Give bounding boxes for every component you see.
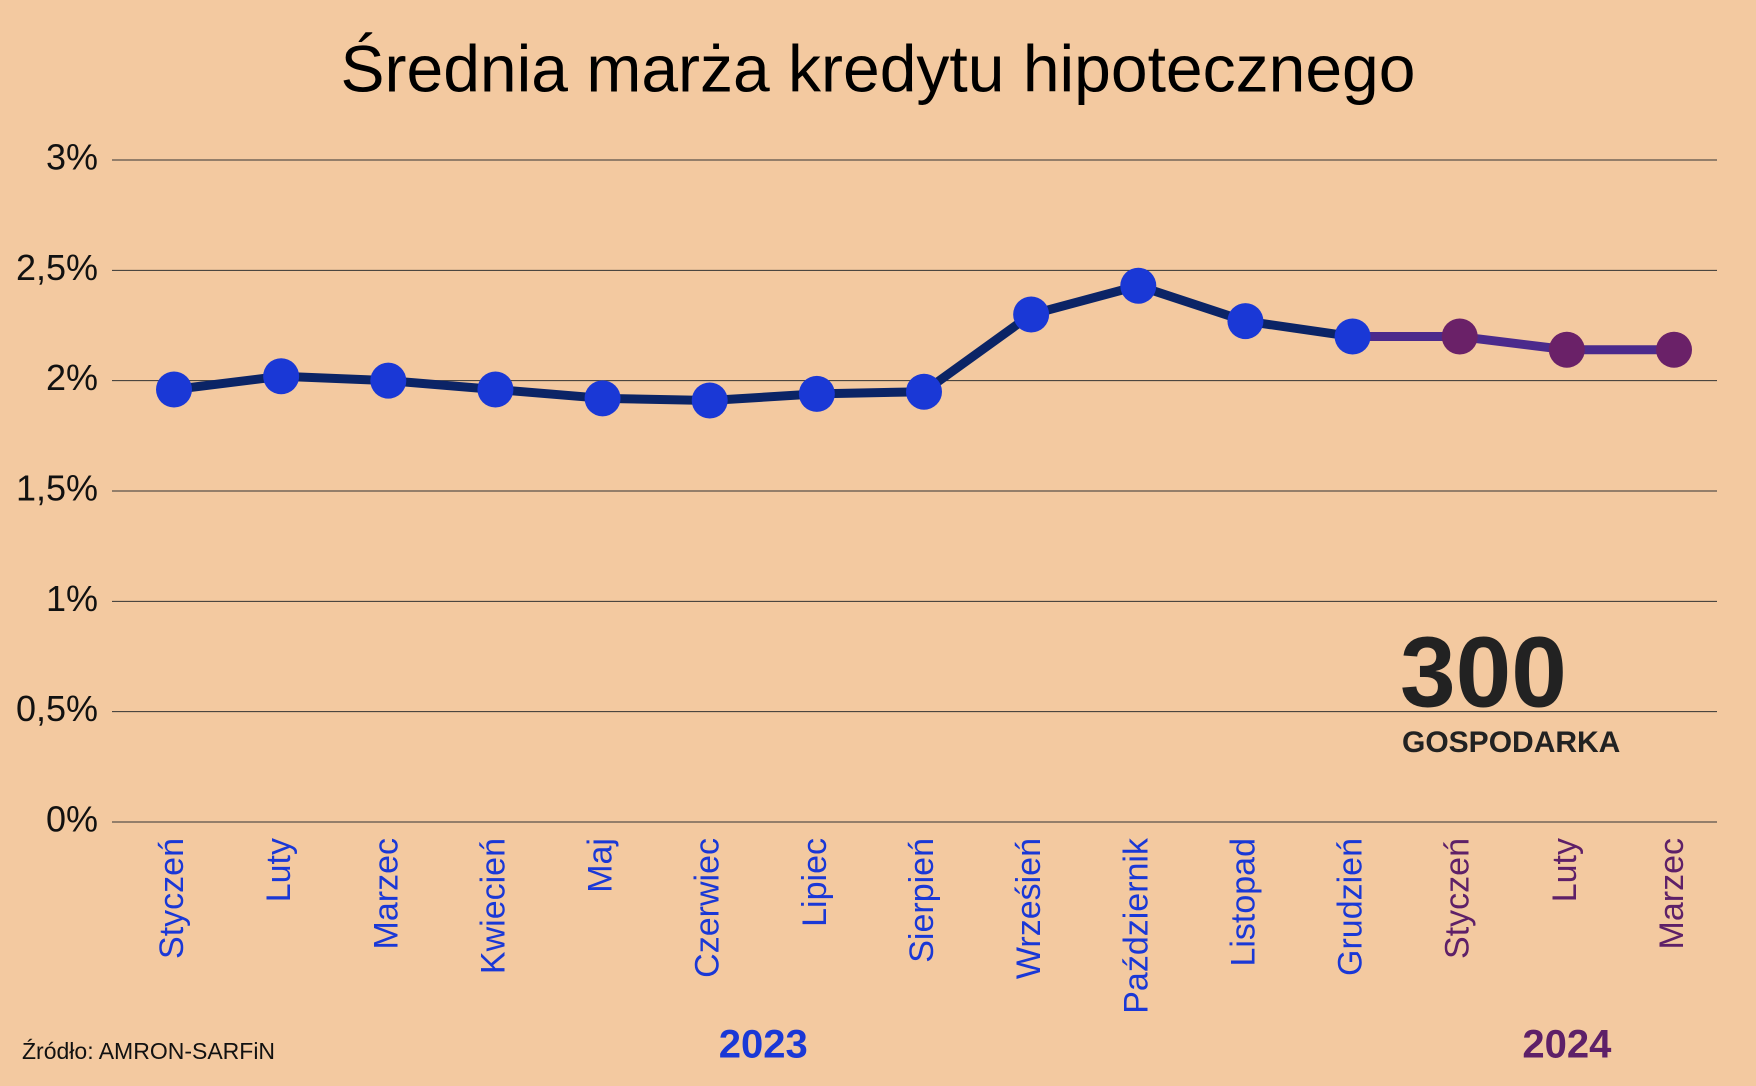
marker	[1548, 331, 1585, 368]
marker	[1334, 318, 1371, 355]
y-tick-label: 2%	[46, 357, 98, 398]
y-tick-label: 2,5%	[16, 247, 98, 288]
marker	[1441, 318, 1478, 355]
marker	[584, 380, 621, 417]
x-tick-label: Październik	[1117, 837, 1155, 1014]
legend-label: 2024	[1522, 1023, 1612, 1067]
marker	[906, 373, 942, 410]
x-tick-label: Sierpień	[903, 838, 941, 963]
x-tick-label: Lipiec	[796, 838, 834, 927]
x-tick-label: Wrześień	[1010, 838, 1048, 979]
x-tick-label: Luty	[1546, 838, 1584, 902]
y-tick-label: 1%	[46, 578, 98, 619]
marker	[1120, 267, 1157, 304]
x-tick-label: Listopad	[1224, 838, 1262, 967]
x-tick-label: Czerwiec	[689, 838, 727, 978]
x-tick-label: Kwiecień	[474, 838, 512, 974]
marker	[798, 375, 835, 412]
x-tick-label: Marzec	[367, 838, 405, 949]
y-tick-label: 1,5%	[16, 468, 98, 509]
x-tick-label: Styczeń	[1439, 838, 1477, 959]
marker	[263, 358, 300, 395]
marker	[1013, 296, 1050, 333]
marker	[1227, 303, 1264, 340]
logo-number: 300	[1400, 616, 1567, 728]
logo-name: GOSPODARKA	[1402, 726, 1620, 759]
y-tick-label: 0%	[46, 799, 98, 840]
x-tick-label: Luty	[260, 838, 298, 902]
chart-title: Średnia marża kredytu hipotecznego	[341, 31, 1416, 105]
marker	[477, 371, 514, 408]
x-tick-label: Grudzień	[1332, 838, 1370, 976]
marker	[1656, 331, 1692, 368]
x-tick-label: Styczeń	[153, 838, 191, 959]
x-tick-label: Maj	[582, 838, 620, 893]
marker	[691, 382, 728, 419]
y-tick-label: 0,5%	[16, 688, 98, 729]
logo: 300 GOSPODARKA	[1400, 616, 1620, 759]
marker	[370, 362, 407, 399]
marker	[156, 371, 192, 408]
source: Źródło: AMRON-SARFiN	[22, 1038, 275, 1064]
legend-label: 2023	[719, 1023, 808, 1067]
y-tick-label: 3%	[46, 137, 98, 178]
x-tick-label: Marzec	[1653, 838, 1691, 949]
